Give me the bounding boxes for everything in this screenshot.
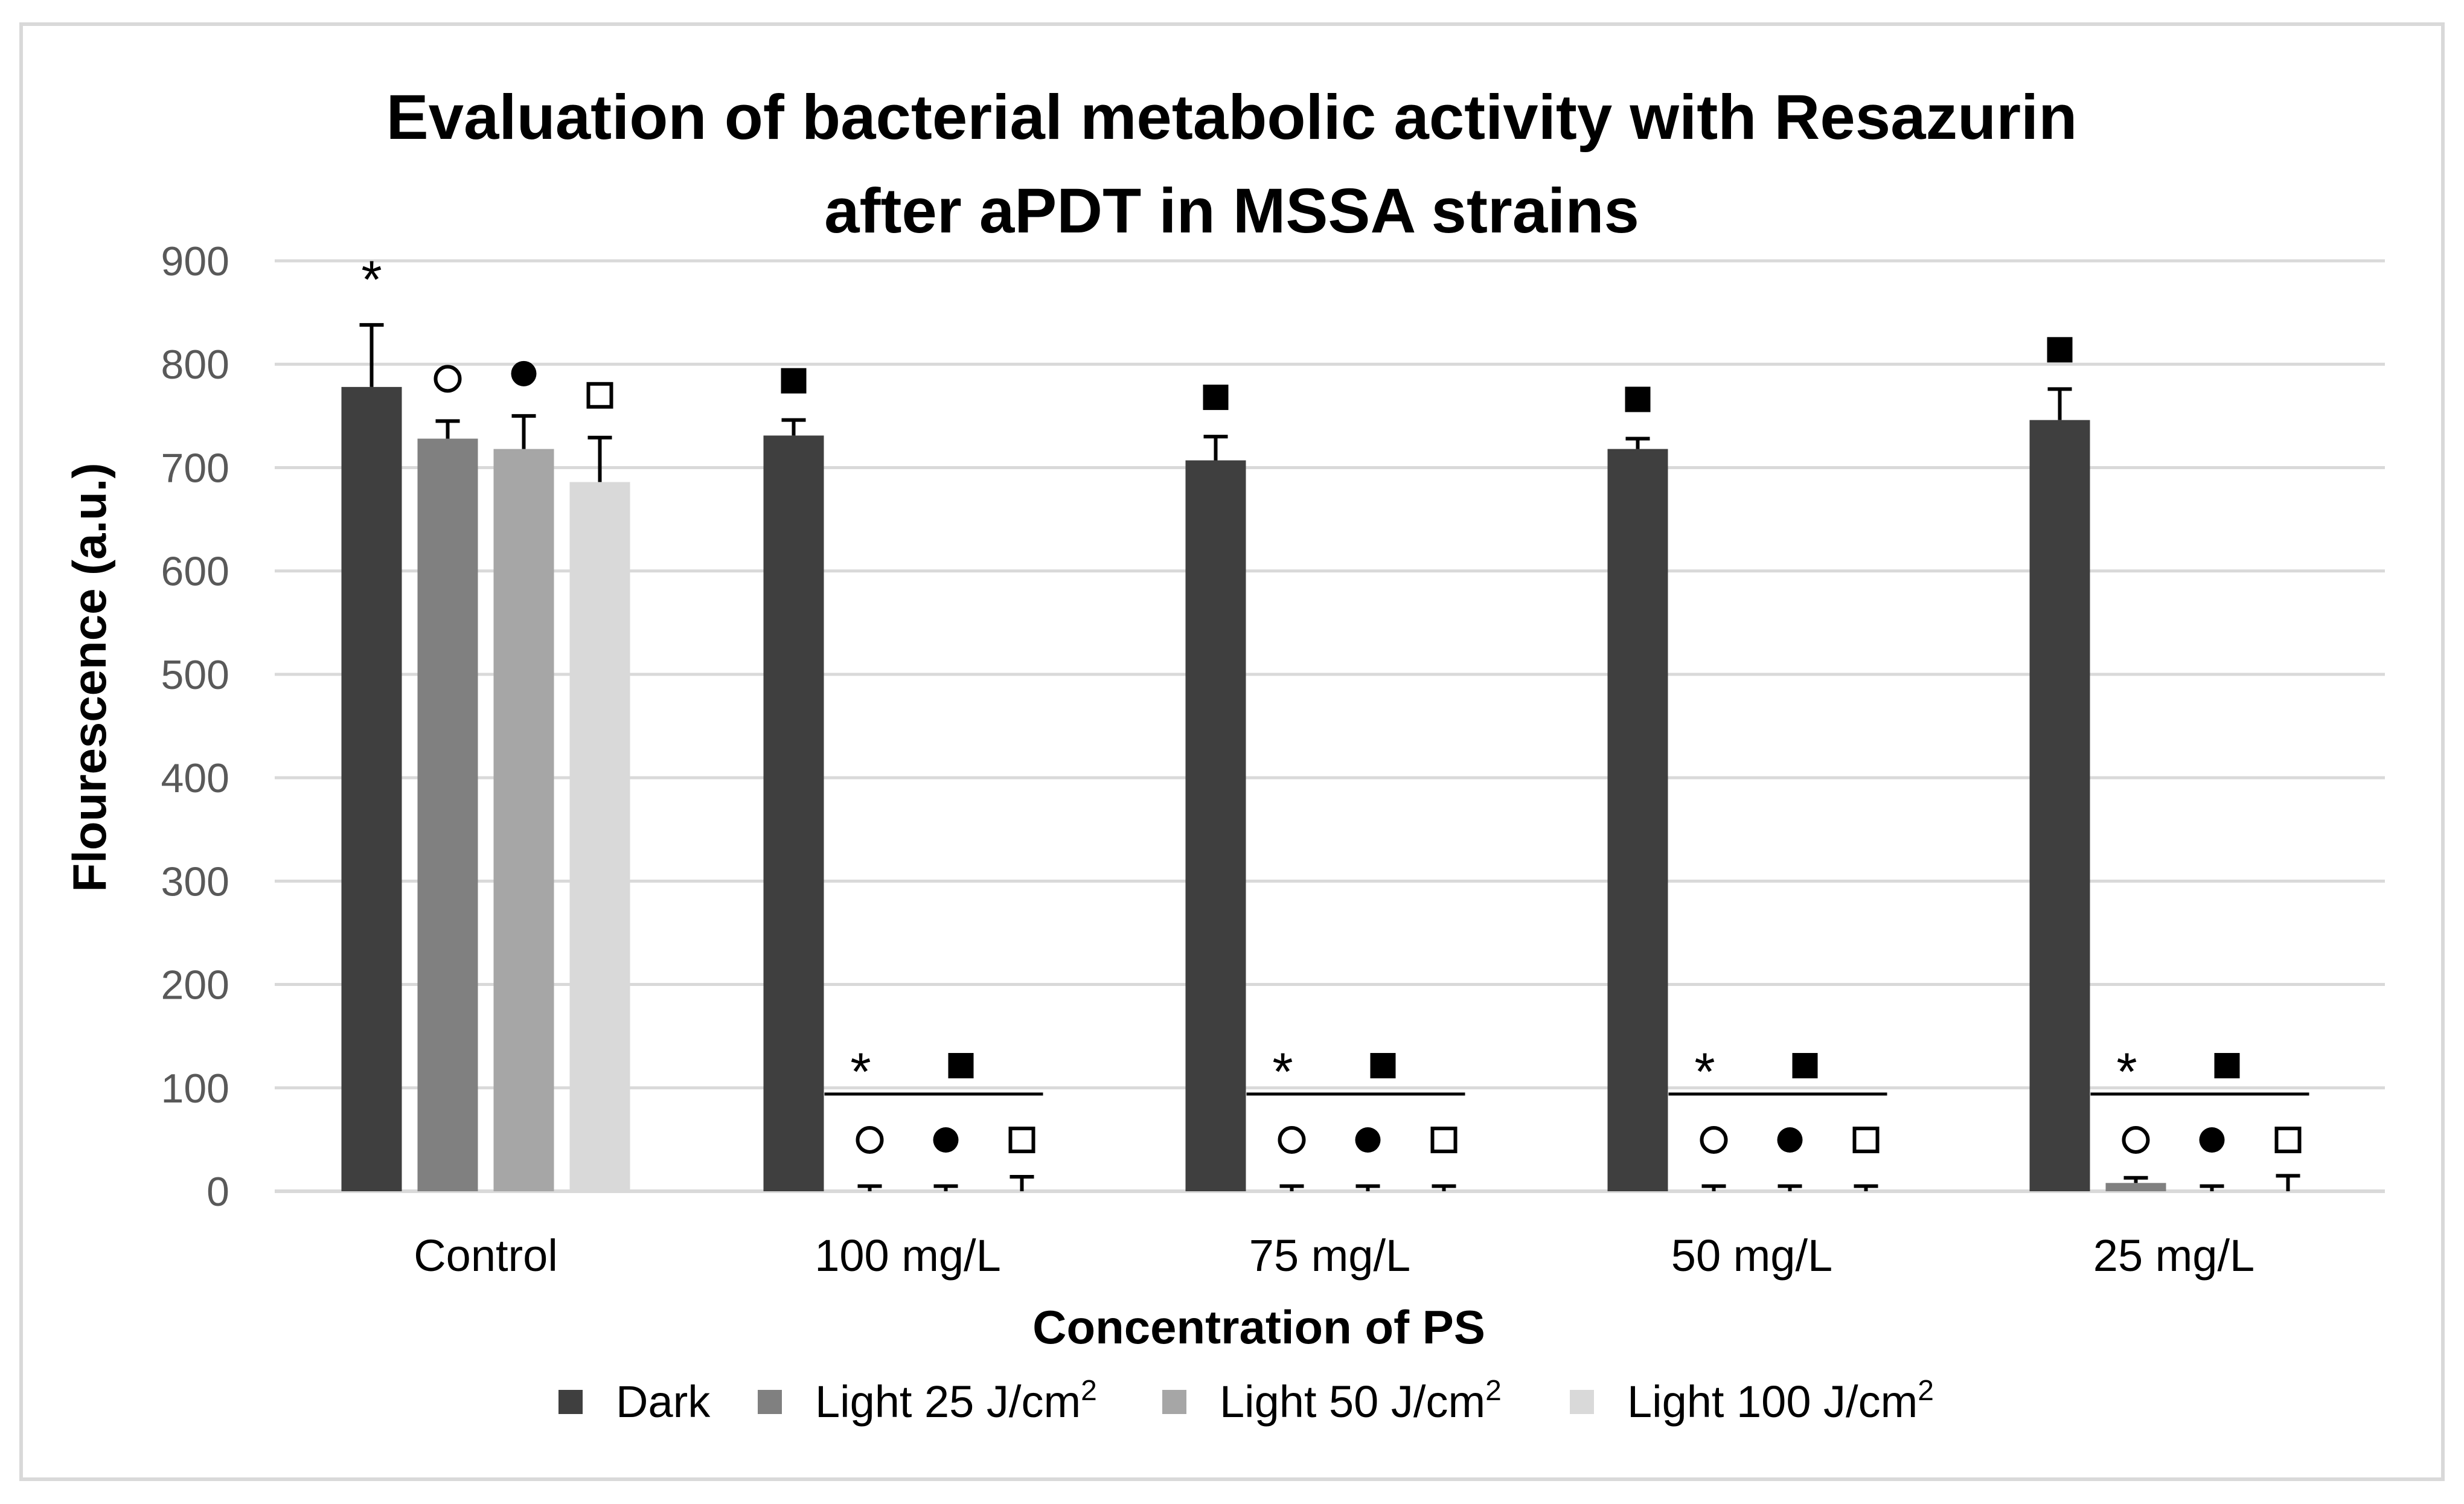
bar (417, 438, 478, 1191)
filled-circle-marker (2199, 1127, 2225, 1153)
open-circle-marker (856, 1126, 884, 1154)
filled-square-marker (1625, 386, 1651, 412)
bar (569, 482, 630, 1191)
bar (1607, 449, 1668, 1191)
bar (1185, 460, 1246, 1191)
significance-markers: * * * * * (361, 249, 2309, 1154)
bars (341, 386, 2166, 1192)
legend-swatch (758, 1390, 782, 1414)
filled-circle-marker (1355, 1127, 1381, 1153)
filled-square-marker (2047, 337, 2073, 363)
x-tick-label: 50 mg/L (1671, 1230, 1832, 1281)
y-tick-label: 600 (161, 549, 229, 595)
legend-swatch (1162, 1390, 1186, 1414)
x-tick-label: 75 mg/L (1249, 1230, 1410, 1281)
bar (2105, 1183, 2166, 1191)
y-tick-label: 700 (161, 445, 229, 491)
filled-square-marker (1370, 1053, 1396, 1078)
legend-label: Light 100 J/cm2 (1627, 1375, 1934, 1427)
filled-square-marker (1792, 1053, 1818, 1078)
filled-square-marker (2214, 1053, 2240, 1078)
y-tick-label: 200 (161, 962, 229, 1008)
x-tick-label: 100 mg/L (814, 1230, 1001, 1281)
y-tick-label: 800 (161, 342, 229, 388)
x-tick-label: Control (414, 1230, 558, 1281)
open-square-marker (586, 382, 613, 409)
bar (341, 386, 402, 1191)
asterisk-marker: * (850, 1042, 871, 1101)
chart-title-line-1: Evaluation of bacterial metabolic activi… (386, 82, 2078, 153)
y-axis-tick-labels: 0 100 200 300 400 500 600 700 800 900 (161, 238, 229, 1215)
x-axis-title: Concentration of PS (1032, 1301, 1485, 1354)
y-tick-label: 500 (161, 652, 229, 698)
legend: Dark Light 25 J/cm2 Light 50 J/cm2 Light 10… (558, 1375, 1934, 1427)
open-circle-marker (434, 365, 462, 393)
legend-label: Light 25 J/cm2 (815, 1375, 1097, 1427)
filled-circle-marker (933, 1127, 959, 1153)
legend-label-superscript: 2 (1485, 1375, 1502, 1407)
open-square-marker (1852, 1127, 1880, 1153)
filled-square-marker (781, 368, 807, 394)
y-tick-label: 0 (206, 1169, 229, 1215)
legend-label: Dark (616, 1377, 711, 1427)
x-tick-label: 25 mg/L (2093, 1230, 2254, 1281)
y-tick-label: 400 (161, 755, 229, 801)
x-axis-category-labels: Control 100 mg/L 75 mg/L 50 mg/L 25 mg/L (414, 1230, 2254, 1281)
asterisk-marker: * (1272, 1042, 1293, 1101)
open-circle-marker (1278, 1126, 1306, 1154)
bar (493, 449, 554, 1191)
legend-swatch (558, 1390, 583, 1414)
open-square-marker (1430, 1127, 1458, 1153)
filled-square-marker (1203, 385, 1229, 411)
open-circle-marker (2122, 1126, 2150, 1154)
bar (2029, 420, 2090, 1191)
filled-circle-marker (1777, 1127, 1803, 1153)
open-square-marker (2274, 1127, 2302, 1153)
legend-label: Light 50 J/cm2 (1220, 1375, 1502, 1427)
error-bars (359, 323, 2300, 1191)
asterisk-marker: * (1694, 1042, 1715, 1101)
asterisk-marker: * (361, 249, 382, 309)
open-circle-marker (1700, 1126, 1728, 1154)
bar (763, 435, 824, 1192)
y-tick-label: 100 (161, 1066, 229, 1112)
legend-swatch (1570, 1390, 1594, 1414)
asterisk-marker: * (2116, 1042, 2137, 1101)
legend-label-superscript: 2 (1081, 1375, 1097, 1407)
y-tick-label: 900 (161, 238, 229, 284)
y-axis-title: Flourescence (a.u.) (63, 463, 116, 892)
legend-label-superscript: 2 (1918, 1375, 1934, 1407)
filled-square-marker (948, 1053, 974, 1078)
y-tick-label: 300 (161, 859, 229, 904)
chart-title-line-2: after aPDT in MSSA strains (824, 176, 1639, 246)
filled-circle-marker (511, 360, 537, 386)
open-square-marker (1008, 1127, 1035, 1153)
